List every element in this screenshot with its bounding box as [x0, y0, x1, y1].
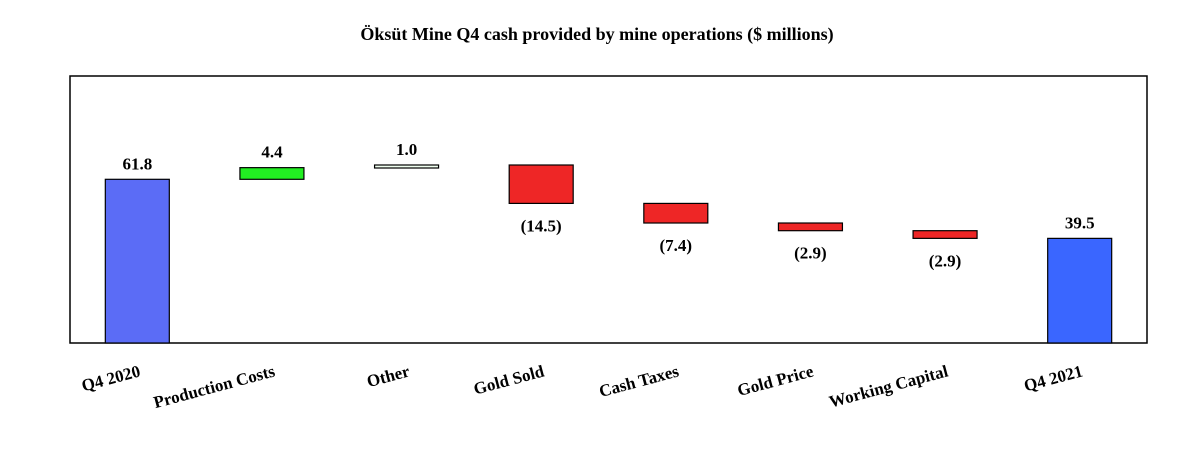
- data-label: (14.5): [521, 216, 562, 235]
- bar: [239, 167, 305, 180]
- chart-title: Öksüt Mine Q4 cash provided by mine oper…: [360, 24, 833, 45]
- data-label: 39.5: [1065, 213, 1095, 232]
- x-tick-label: Gold Price: [735, 361, 816, 400]
- bar: [912, 230, 978, 239]
- x-tick-label: Production Costs: [151, 361, 277, 412]
- data-label: (2.9): [794, 244, 827, 263]
- data-label: 61.8: [122, 154, 152, 173]
- bar: [777, 222, 844, 232]
- bar: [104, 178, 170, 344]
- bar: [643, 202, 709, 224]
- plot-frame: [69, 75, 1148, 344]
- bar: [373, 164, 440, 169]
- bar: [508, 164, 574, 205]
- data-label: (2.9): [929, 251, 962, 270]
- x-tick-label: Working Capital: [827, 361, 950, 411]
- data-label: 1.0: [396, 140, 417, 159]
- bar: [1047, 237, 1113, 344]
- x-tick-label: Cash Taxes: [597, 361, 681, 401]
- data-label: 4.4: [261, 143, 283, 162]
- x-tick-label: Other: [365, 361, 412, 391]
- x-tick-label: Q4 2020: [79, 362, 142, 396]
- x-tick-label: Q4 2021: [1022, 362, 1085, 396]
- data-label: (7.4): [660, 236, 693, 255]
- x-tick-label: Gold Sold: [471, 361, 546, 398]
